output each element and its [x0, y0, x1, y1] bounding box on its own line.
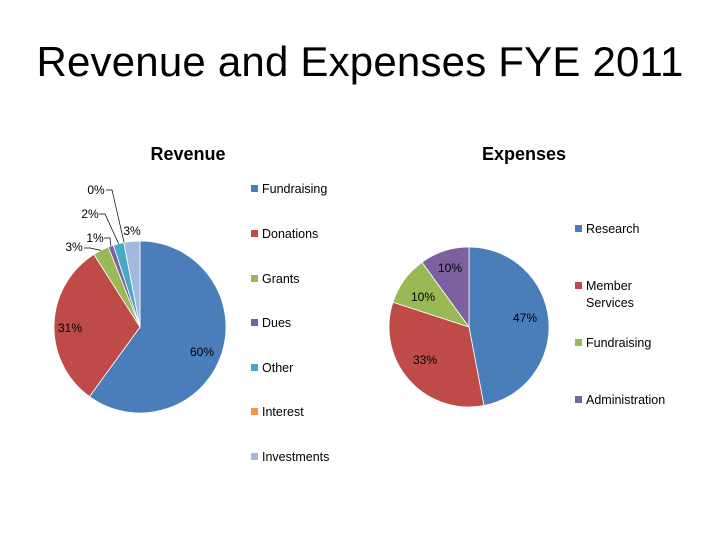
rev-legend-swatch-interest [251, 408, 258, 415]
exp-legend-label-administration: Administration [586, 393, 665, 407]
rev-label-dues: 1% [86, 231, 104, 245]
rev-label-grants: 3% [65, 240, 83, 254]
exp-legend-label-fundraising: Fundraising [586, 336, 651, 350]
exp-legend-swatch-research [575, 225, 582, 232]
rev-label-other: 2% [81, 207, 99, 221]
rev-legend-label-fundraising: Fundraising [262, 182, 327, 196]
revenue-chart: Revenue 60%31%3%1%2%0%3% FundraisingDona… [53, 144, 329, 464]
rev-legend-label-donations: Donations [262, 227, 318, 241]
exp-legend-label-member-services: Member Services [586, 279, 634, 310]
exp-slice-member-services [388, 301, 485, 408]
rev-label-investments: 3% [123, 224, 141, 238]
rev-legend-label-dues: Dues [262, 316, 291, 330]
rev-leader-grants [84, 247, 102, 251]
exp-label-member-services: 33% [413, 353, 437, 367]
exp-slice-research [468, 246, 550, 407]
expenses-chart-title: Expenses [482, 144, 566, 164]
rev-slice-fundraising [88, 240, 227, 414]
rev-label-fundraising: 60% [190, 345, 214, 359]
rev-label-interest: 0% [87, 183, 105, 197]
rev-legend-swatch-grants [251, 275, 258, 282]
revenue-slices [53, 240, 227, 414]
exp-slice-administration [421, 246, 470, 329]
revenue-legend: Fundraising Donations Grants Dues Other Inter… [251, 182, 329, 464]
rev-label-donations: 31% [58, 321, 82, 335]
exp-legend-label-research: Research [586, 222, 640, 236]
rev-legend-swatch-other [251, 364, 258, 371]
rev-leader-interest [106, 189, 125, 243]
expenses-data-labels: 47% 33% 10% 10% [411, 261, 537, 367]
revenue-chart-title: Revenue [150, 144, 225, 164]
rev-legend-swatch-fundraising [251, 185, 258, 192]
exp-label-research: 47% [513, 311, 537, 325]
rev-legend-label-interest: Interest [262, 405, 304, 419]
rev-legend-label-investments: Investments [262, 450, 329, 464]
exp-legend-swatch-member-services [575, 282, 582, 289]
expenses-chart: Expenses 47% 33% 10% 10% Research Member Serv… [388, 144, 665, 408]
exp-legend-swatch-fundraising [575, 339, 582, 346]
exp-legend-swatch-administration [575, 396, 582, 403]
rev-leader-other [99, 213, 119, 244]
slide-title: Revenue and Expenses FYE 2011 [36, 38, 684, 85]
expenses-slices [388, 246, 550, 408]
exp-label-fundraising: 10% [411, 290, 435, 304]
rev-legend-label-other: Other [262, 361, 293, 375]
revenue-leader-lines [84, 189, 125, 251]
rev-slice-donations [53, 253, 141, 398]
rev-legend-swatch-dues [251, 319, 258, 326]
exp-label-administration: 10% [438, 261, 462, 275]
rev-leader-dues [104, 237, 112, 247]
rev-legend-swatch-donations [251, 230, 258, 237]
revenue-data-labels: 60%31%3%1%2%0%3% [58, 183, 214, 359]
rev-legend-swatch-investments [251, 453, 258, 460]
rev-legend-label-grants: Grants [262, 272, 300, 286]
expenses-legend: Research Member Services Fundraising Adminis… [575, 222, 665, 407]
